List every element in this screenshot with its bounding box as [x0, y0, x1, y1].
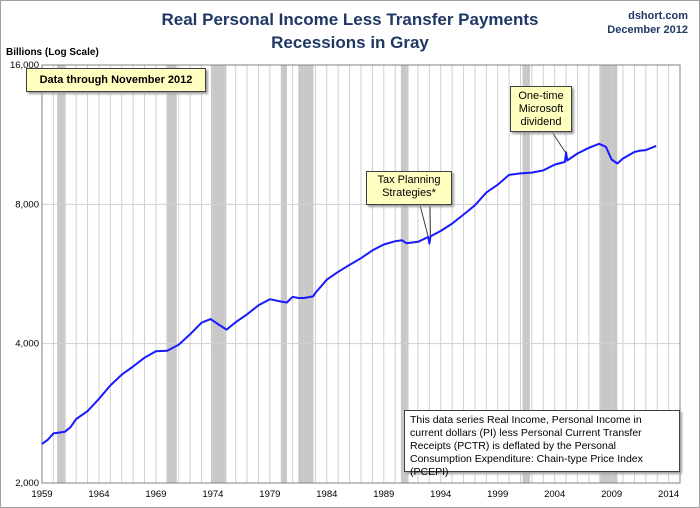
tax-planning-callout: Tax Planning Strategies* — [366, 171, 452, 205]
y-axis-label: Billions (Log Scale) — [6, 47, 99, 58]
x-tick-label-2: 1969 — [145, 489, 166, 500]
y-tick-label-0: 2,000 — [15, 478, 39, 489]
recession-band-1 — [166, 65, 177, 483]
recession-band-2 — [210, 65, 227, 483]
microsoft-dividend-callout: One-time Microsoft dividend — [510, 86, 572, 132]
x-tick-label-6: 1989 — [373, 489, 394, 500]
x-tick-label-1: 1964 — [88, 489, 109, 500]
chart-title: Real Personal Income Less Transfer Payme… — [161, 10, 539, 29]
plot-area-border — [41, 64, 681, 484]
y-tick-label-2: 8,000 — [15, 199, 39, 210]
x-tick-label-9: 2004 — [544, 489, 565, 500]
series-line-real-income — [41, 142, 657, 445]
callout-leader-lines — [419, 131, 566, 238]
x-tick-label-5: 1984 — [316, 489, 337, 500]
chart-subtitle: Recessions in Gray — [271, 33, 429, 52]
x-tick-labels: 1959 1964 1969 1974 1979 1984 1989 1994 1999 2004… — [31, 489, 679, 500]
msft-callout-line2: Microsoft — [518, 103, 564, 115]
x-tick-label-10: 2009 — [601, 489, 622, 500]
recession-band-3 — [281, 65, 287, 483]
x-tick-label-7: 1994 — [430, 489, 451, 500]
x-tick-label-11: 2014 — [658, 489, 679, 500]
y-tick-label-1: 4,000 — [15, 339, 39, 350]
msft-callout-line1: One-time — [518, 90, 564, 102]
date-label: December 2012 — [607, 24, 688, 36]
y-tick-label-3: 16,000 — [10, 60, 39, 71]
tax-leader-line — [419, 204, 429, 238]
recession-band-6 — [522, 65, 530, 483]
msft-leader-line — [551, 131, 566, 153]
y-tick-labels: 2,000 4,000 8,000 16,000 — [10, 60, 39, 489]
series-info-note: This data series Real Income, Personal I… — [404, 410, 680, 478]
msft-callout-line3: dividend — [520, 116, 562, 128]
x-tick-label-3: 1974 — [202, 489, 223, 500]
x-tick-label-8: 1999 — [487, 489, 508, 500]
x-tick-label-4: 1979 — [259, 489, 280, 500]
recession-band-7 — [599, 65, 618, 483]
source-label: dshort.com — [628, 10, 688, 22]
recession-band-4 — [298, 65, 314, 483]
tax-callout-line2: Strategies* — [382, 187, 436, 199]
tax-callout-line1: Tax Planning — [377, 174, 441, 186]
recession-bands — [57, 65, 618, 483]
recession-band-0 — [57, 65, 66, 483]
x-tick-label-0: 1959 — [31, 489, 52, 500]
recession-band-5 — [400, 65, 409, 483]
data-through-note: Data through November 2012 — [26, 68, 206, 92]
